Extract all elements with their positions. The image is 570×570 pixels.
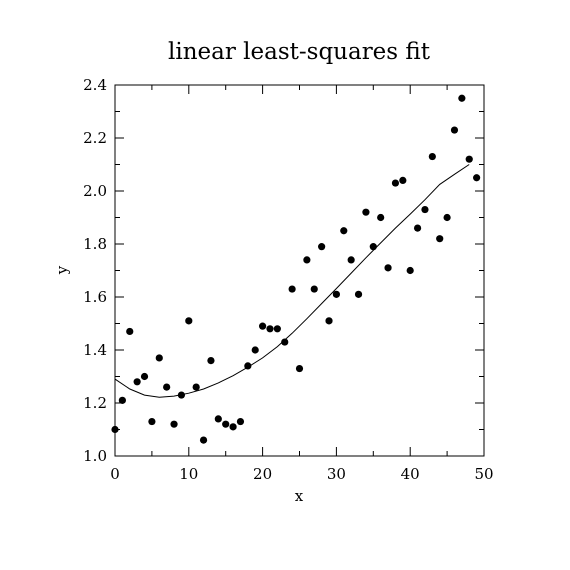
data-point [222,420,230,428]
data-point [391,179,400,187]
data-points [111,94,481,444]
x-axis-label: x [295,487,304,505]
y-tick-label: 2.0 [83,182,107,200]
data-point [436,235,444,243]
data-point [170,420,178,428]
y-tick-label: 1.4 [83,341,107,359]
data-point [140,372,149,381]
data-point [406,266,414,275]
data-point [295,364,304,373]
y-axis-label: y [53,265,71,275]
data-point [318,243,326,251]
data-point [185,317,193,325]
data-point [163,383,171,391]
data-point [377,213,385,222]
chart-title: linear least-squares fit [168,39,431,65]
y-tick-label: 1.6 [83,288,107,306]
data-point [126,327,134,336]
data-point [399,176,407,184]
data-point [310,285,318,293]
data-point [266,325,274,333]
data-point [281,338,289,346]
data-point [133,378,141,386]
x-tick-label: 20 [253,465,272,483]
data-point [118,396,126,404]
x-tick-label: 50 [474,465,493,483]
data-point [428,152,436,161]
data-point [443,213,451,222]
data-point [199,436,208,444]
data-point [229,423,237,431]
data-point [362,208,370,216]
y-tick-label: 1.2 [83,394,107,412]
data-point [288,285,296,293]
y-tick-label: 1.0 [83,447,107,465]
data-point [207,357,215,365]
y-tick-label: 2.4 [83,76,107,94]
data-point [155,354,163,362]
data-point [214,415,222,423]
data-point [473,174,481,182]
data-point [347,256,355,264]
x-tick-label: 0 [110,465,120,483]
x-tick-labels: 0 10 20 30 40 50 [110,465,493,483]
data-point [325,317,333,325]
data-point [244,362,252,370]
data-point [340,227,348,235]
axis-ticks [114,84,485,457]
data-point [332,290,340,298]
data-point [465,155,473,163]
data-point [384,264,392,272]
data-point [259,322,267,330]
data-point [111,425,119,434]
data-point [177,391,186,399]
data-point [369,243,377,251]
y-tick-label: 2.2 [83,129,107,147]
data-point [192,383,200,391]
x-tick-label: 40 [401,465,420,483]
data-point [148,417,156,426]
y-tick-labels: 1.0 1.2 1.4 1.6 1.8 2.0 2.2 2.4 [83,76,107,465]
data-point [413,224,422,232]
data-point [303,256,311,264]
data-point [421,205,429,214]
data-point [236,417,245,426]
data-point [458,94,466,102]
y-tick-label: 1.8 [83,235,107,253]
data-point [273,325,281,333]
data-point [354,290,363,298]
data-point [450,126,459,134]
data-point [251,346,259,354]
fit-line [114,164,470,398]
x-tick-label: 10 [179,465,198,483]
x-tick-label: 30 [327,465,346,483]
